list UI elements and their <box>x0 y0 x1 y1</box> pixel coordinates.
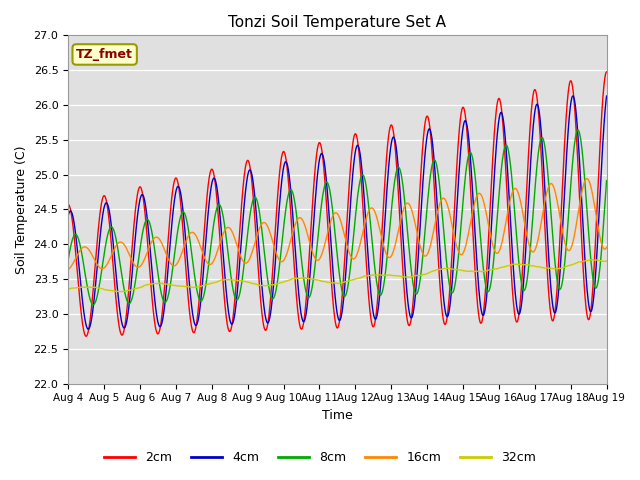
8cm <box>90 302 97 308</box>
32cm <box>603 258 611 264</box>
Title: Tonzi Soil Temperature Set A: Tonzi Soil Temperature Set A <box>228 15 446 30</box>
32cm <box>64 287 72 292</box>
2cm <box>83 334 90 339</box>
8cm <box>603 178 611 183</box>
16cm <box>128 257 136 263</box>
2cm <box>64 202 72 207</box>
8cm <box>574 127 582 133</box>
4cm <box>603 93 611 99</box>
4cm <box>84 326 92 332</box>
16cm <box>371 208 378 214</box>
32cm <box>117 289 125 295</box>
8cm <box>304 294 312 300</box>
8cm <box>314 236 322 242</box>
32cm <box>314 277 322 283</box>
32cm <box>371 272 379 278</box>
2cm <box>106 228 114 234</box>
32cm <box>128 287 136 292</box>
8cm <box>371 266 379 272</box>
2cm <box>128 245 136 251</box>
Line: 8cm: 8cm <box>68 130 607 305</box>
Line: 4cm: 4cm <box>68 96 607 329</box>
Line: 2cm: 2cm <box>68 72 607 336</box>
4cm <box>128 271 136 277</box>
4cm <box>106 214 114 219</box>
2cm <box>603 69 611 75</box>
16cm <box>603 244 611 250</box>
8cm <box>64 257 72 263</box>
Legend: 2cm, 4cm, 8cm, 16cm, 32cm: 2cm, 4cm, 8cm, 16cm, 32cm <box>99 446 541 469</box>
8cm <box>128 295 136 301</box>
Line: 16cm: 16cm <box>68 179 607 269</box>
2cm <box>371 320 379 325</box>
X-axis label: Time: Time <box>322 409 353 422</box>
16cm <box>292 218 300 224</box>
8cm <box>106 225 114 231</box>
4cm <box>569 93 577 99</box>
32cm <box>304 276 312 281</box>
8cm <box>293 215 301 221</box>
16cm <box>583 176 591 181</box>
4cm <box>314 169 322 175</box>
32cm <box>588 257 596 263</box>
2cm <box>314 144 322 150</box>
2cm <box>304 271 312 277</box>
16cm <box>106 256 114 262</box>
4cm <box>64 213 72 218</box>
Y-axis label: Soil Temperature (C): Soil Temperature (C) <box>15 145 28 274</box>
16cm <box>314 257 321 263</box>
2cm <box>293 300 301 305</box>
16cm <box>64 266 72 272</box>
Text: TZ_fmet: TZ_fmet <box>76 48 133 61</box>
Line: 32cm: 32cm <box>68 260 607 292</box>
32cm <box>293 276 301 281</box>
4cm <box>304 295 312 300</box>
4cm <box>293 270 301 276</box>
32cm <box>106 288 114 293</box>
4cm <box>371 316 379 322</box>
16cm <box>304 232 312 238</box>
